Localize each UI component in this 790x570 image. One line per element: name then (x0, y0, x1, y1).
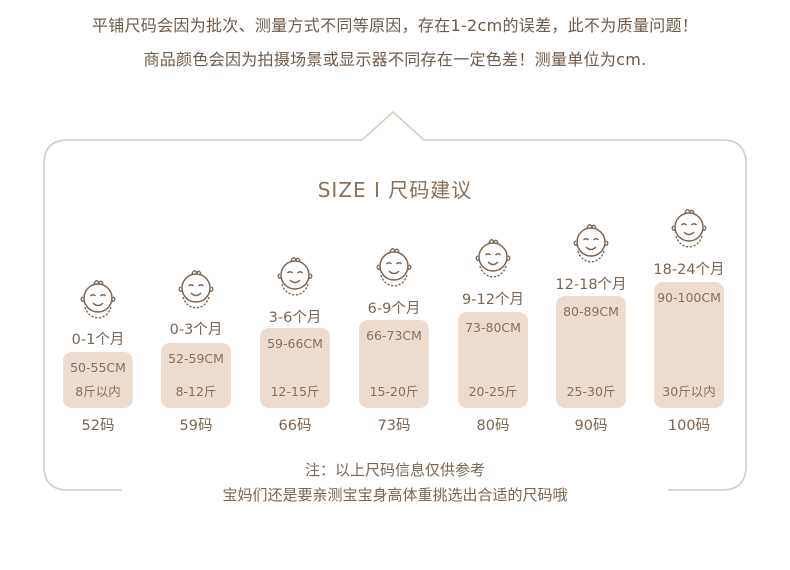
notice-line-1: 平铺尺码会因为批次、测量方式不同等原因，存在1-2cm的误差，此不为质量问题！ (91, 16, 699, 35)
weight-range: 8-12斤 (175, 384, 217, 399)
notice-line-2: 商品颜色会因为拍摄场景或显示器不同存在一定色差！测量单位为cm. (143, 50, 647, 69)
size-card: 50-55CM 8斤以内 (63, 352, 133, 408)
height-range: 66-73CM (366, 328, 422, 343)
baby-face-icon (567, 218, 615, 266)
height-range: 80-89CM (563, 304, 619, 319)
size-code: 90码 (574, 418, 608, 434)
weight-range: 25-30斤 (566, 384, 616, 399)
size-code: 100码 (667, 418, 711, 434)
age-label: 0-1个月 (71, 332, 125, 348)
weight-range: 20-25斤 (468, 384, 518, 399)
size-code: 80码 (476, 418, 510, 434)
height-range: 90-100CM (657, 290, 721, 305)
height-range: 59-66CM (267, 336, 323, 351)
size-card: 66-73CM 15-20斤 (359, 320, 429, 408)
baby-face-icon (74, 274, 122, 322)
weight-range: 12-15斤 (270, 384, 320, 399)
age-label: 9-12个月 (462, 292, 524, 308)
age-label: 12-18个月 (555, 277, 627, 293)
age-label: 6-9个月 (367, 301, 421, 317)
size-card: 73-80CM 20-25斤 (458, 312, 528, 408)
weight-range: 15-20斤 (369, 384, 419, 399)
baby-face-icon (665, 203, 713, 251)
baby-face-icon (370, 242, 418, 290)
size-code: 66码 (278, 418, 312, 434)
baby-face-icon (172, 264, 220, 312)
size-code: 59码 (179, 418, 213, 434)
age-label: 0-3个月 (169, 322, 223, 338)
age-label: 18-24个月 (653, 262, 725, 278)
size-card: 59-66CM 12-15斤 (260, 328, 330, 408)
age-label: 3-6个月 (268, 310, 322, 326)
footnote-line-1: 注：以上尺码信息仅供参考 (304, 461, 485, 479)
size-card: 52-59CM 8-12斤 (161, 343, 231, 408)
size-card: 80-89CM 25-30斤 (556, 296, 626, 408)
size-card: 90-100CM 30斤以内 (654, 282, 724, 408)
weight-range: 30斤以内 (662, 384, 716, 399)
height-range: 52-59CM (168, 351, 224, 366)
baby-face-icon (469, 233, 517, 281)
size-code: 73码 (377, 418, 411, 434)
height-range: 73-80CM (465, 320, 521, 335)
size-title: SIZE Ⅰ 尺码建议 (317, 178, 473, 202)
weight-range: 8斤以内 (75, 384, 121, 399)
height-range: 50-55CM (70, 360, 126, 375)
footnote-line-2: 宝妈们还是要亲测宝宝身高体重挑选出合适的尺码哦 (222, 486, 568, 504)
size-code: 52码 (81, 418, 115, 434)
baby-face-icon (271, 251, 319, 299)
